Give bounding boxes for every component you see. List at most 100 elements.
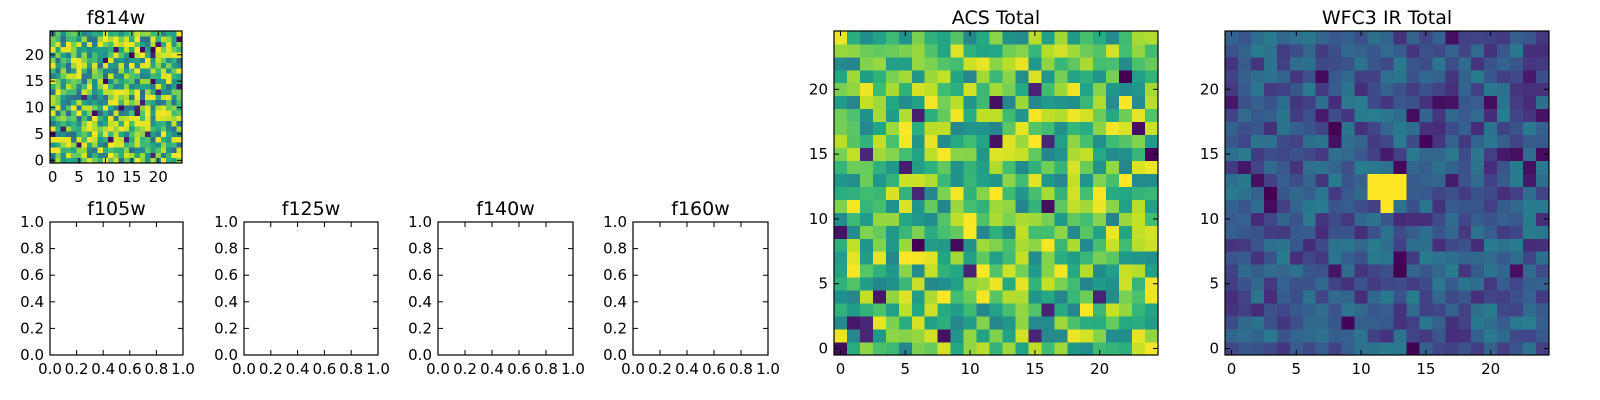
- heatmap-cell: [1536, 303, 1550, 317]
- heatmap-cell: [911, 316, 926, 330]
- heatmap-cell: [1080, 316, 1094, 330]
- heatmap-cell: [885, 186, 900, 200]
- heatmap-cell: [1523, 82, 1537, 97]
- heatmap-cell: [898, 121, 913, 136]
- heatmap-cell: [97, 104, 104, 111]
- heatmap-cell: [976, 121, 990, 136]
- heatmap-cell: [145, 147, 151, 153]
- heatmap-cell: [1276, 108, 1291, 123]
- heatmap-cell: [1328, 251, 1343, 265]
- heatmap-cell: [102, 46, 109, 53]
- heatmap-cell: [113, 31, 120, 37]
- heatmap-cell: [55, 157, 61, 164]
- heatmap-cell: [924, 147, 939, 161]
- heatmap-cell: [1406, 316, 1420, 330]
- heatmap-cell: [1406, 31, 1420, 45]
- heatmap-cell: [1080, 147, 1094, 161]
- heatmap-cell: [1041, 251, 1055, 265]
- heatmap-cell: [113, 67, 120, 74]
- heatmap-cell: [1458, 134, 1472, 149]
- heatmap-cell: [1445, 95, 1459, 110]
- heatmap-cell: [1484, 43, 1498, 58]
- heatmap-cell: [118, 131, 125, 137]
- heatmap-cell: [1341, 134, 1355, 149]
- x-tick-label: 15: [122, 168, 141, 186]
- heatmap-cell: [834, 316, 848, 330]
- heatmap-cell: [60, 94, 67, 101]
- heatmap-cell: [1328, 31, 1343, 45]
- heatmap-cell: [1315, 225, 1330, 239]
- heatmap-cell: [1328, 290, 1343, 304]
- heatmap-cell: [950, 56, 964, 71]
- heatmap-cell: [139, 31, 146, 37]
- heatmap-cell: [1067, 31, 1081, 45]
- heatmap-cell: [1002, 147, 1016, 161]
- heatmap-cell: [846, 342, 861, 356]
- heatmap-cell: [1471, 290, 1485, 304]
- heatmap-cell: [1354, 316, 1368, 330]
- heatmap-cell: [171, 36, 178, 42]
- heatmap-cell: [1536, 69, 1550, 84]
- heatmap-cell: [166, 62, 172, 69]
- heatmap-cell: [102, 104, 109, 111]
- heatmap-cell: [1406, 95, 1420, 110]
- heatmap-cell: [1419, 329, 1433, 343]
- heatmap-cell: [1093, 316, 1107, 330]
- heatmap-cell: [65, 152, 72, 159]
- heatmap-cell: [911, 108, 926, 123]
- heatmap-cell: [1119, 108, 1133, 123]
- heatmap-cell: [834, 329, 848, 343]
- y-tick-label: 0.8: [214, 240, 238, 258]
- axes-frame: [49, 30, 183, 164]
- heatmap-cell: [1328, 264, 1343, 278]
- heatmap-cell: [1132, 31, 1146, 45]
- heatmap-cell: [134, 131, 141, 137]
- heatmap-cell: [1419, 108, 1433, 123]
- heatmap-cell: [65, 131, 72, 137]
- heatmap-cell: [872, 69, 887, 84]
- heatmap-cell: [1328, 121, 1343, 136]
- heatmap-cell: [1002, 31, 1016, 45]
- heatmap-cell: [1289, 31, 1304, 45]
- heatmap-cell: [872, 82, 887, 97]
- heatmap-cell: [65, 52, 72, 58]
- heatmap-cell: [71, 136, 77, 143]
- heatmap-cell: [1510, 31, 1524, 45]
- y-tick-label: 0.4: [408, 293, 432, 311]
- heatmap-cell: [1106, 108, 1120, 123]
- heatmap-cell: [71, 152, 77, 159]
- heatmap-cell: [1393, 173, 1407, 187]
- heatmap-cell: [1250, 31, 1265, 45]
- heatmap-cell: [1250, 290, 1265, 304]
- heatmap-cell: [1263, 56, 1278, 71]
- heatmap-cell: [1041, 108, 1055, 123]
- heatmap-cell: [1080, 303, 1094, 317]
- heatmap-cell: [65, 104, 72, 111]
- heatmap-cell: [139, 136, 146, 143]
- heatmap-cell: [950, 160, 964, 174]
- heatmap-cell: [1328, 147, 1343, 161]
- heatmap-cell: [1393, 329, 1407, 343]
- heatmap-cell: [1002, 95, 1016, 110]
- heatmap-cell: [1458, 290, 1472, 304]
- heatmap-cell: [1328, 43, 1343, 58]
- heatmap-cell: [1367, 264, 1381, 278]
- x-tick-label: 1.0: [756, 360, 780, 378]
- heatmap-cell: [1523, 121, 1537, 136]
- heatmap-cell: [1393, 212, 1407, 226]
- heatmap-cell: [145, 46, 151, 53]
- heatmap-cell: [1406, 251, 1420, 265]
- heatmap-cell: [97, 46, 104, 53]
- heatmap-cell: [924, 160, 939, 174]
- heatmap-cell: [166, 115, 172, 122]
- heatmap-cell: [1041, 69, 1055, 84]
- y-tick-label: 0.4: [603, 293, 627, 311]
- heatmap-cell: [55, 31, 61, 37]
- heatmap-cell: [911, 225, 926, 239]
- heatmap-cell: [1497, 82, 1511, 97]
- heatmap-cell: [160, 57, 167, 64]
- heatmap-cell: [885, 160, 900, 174]
- heatmap-cell: [1276, 238, 1291, 252]
- heatmap-cell: [834, 69, 848, 84]
- heatmap-cell: [1132, 277, 1146, 291]
